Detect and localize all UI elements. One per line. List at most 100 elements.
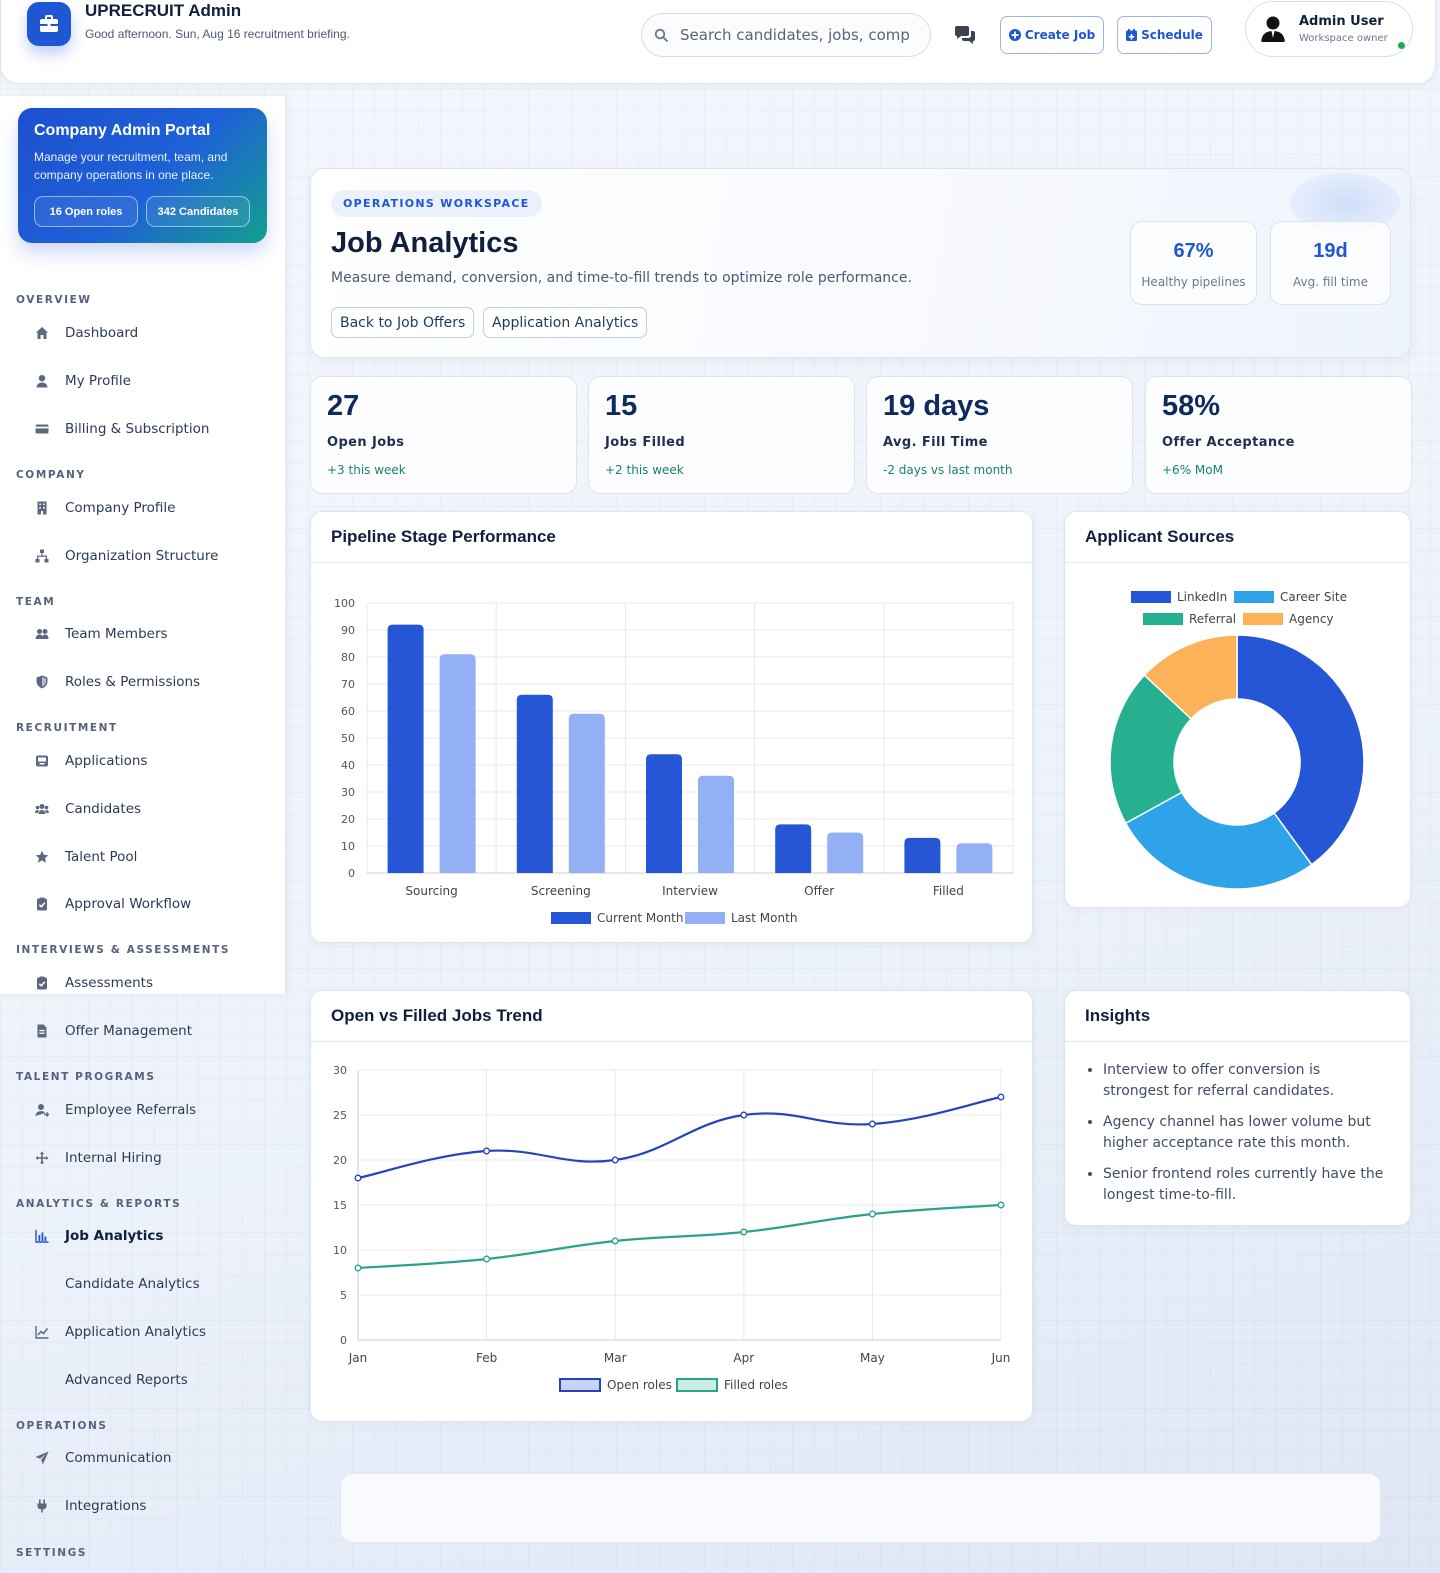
sidebar-item-label: Advanced Reports (65, 1372, 188, 1388)
legend-label: Referral (1189, 612, 1236, 626)
sidebar-item-label: Approval Workflow (65, 896, 192, 912)
search-icon (654, 28, 668, 42)
workspace-tag: OPERATIONS WORKSPACE (331, 190, 542, 217)
bar (956, 843, 993, 873)
series-line (357, 1203, 1002, 1270)
sidebar-item-label: Dashboard (65, 325, 139, 341)
sidebar-item-label: Communication (65, 1450, 172, 1466)
bar (827, 832, 864, 873)
search-input[interactable] (680, 26, 910, 44)
sidebar-item-advanced-reports[interactable]: Advanced Reports (30, 1366, 270, 1394)
x-tick-label: Offer (804, 884, 834, 898)
bar (387, 624, 424, 873)
y-tick-label: 30 (333, 1064, 347, 1077)
y-tick-label: 5 (340, 1289, 347, 1302)
arrows-move-icon (35, 1151, 49, 1165)
donut-slice (1109, 674, 1193, 825)
sidebar-item-company-profile[interactable]: Company Profile (30, 494, 270, 522)
y-tick-label: 50 (341, 732, 355, 745)
credit-card-icon (35, 424, 49, 434)
x-tick-label: Feb (476, 1351, 497, 1365)
sidebar-item-application-analytics[interactable]: Application Analytics (30, 1318, 270, 1346)
sidebar-item-team-members[interactable]: Team Members (30, 620, 270, 648)
kpi-open-jobs: 27 Open Jobs +3 this week (310, 376, 577, 494)
portal-title: Company Admin Portal (34, 122, 211, 139)
healthy-pipelines-stat: 67% Healthy pipelines (1130, 221, 1257, 305)
data-point (868, 1210, 876, 1218)
back-to-job-offers-button[interactable]: Back to Job Offers (331, 307, 475, 338)
nav-section-overview: OVERVIEW (16, 294, 92, 306)
sidebar-item-candidate-analytics[interactable]: Candidate Analytics (30, 1270, 270, 1298)
bar (516, 694, 553, 873)
schedule-button[interactable]: Schedule (1117, 16, 1212, 54)
y-tick-label: 0 (348, 867, 355, 880)
sidebar-item-org-structure[interactable]: Organization Structure (30, 542, 270, 570)
sidebar-item-roles-permissions[interactable]: Roles & Permissions (30, 668, 270, 696)
bar (568, 713, 605, 873)
sidebar-item-communication[interactable]: Communication (30, 1444, 270, 1472)
nav-section-recruitment: RECRUITMENT (16, 722, 118, 734)
sidebar-item-label: Candidates (65, 801, 142, 817)
chat-icon[interactable] (953, 25, 977, 45)
user-menu[interactable]: Admin User Workspace owner (1245, 1, 1413, 57)
legend-label: Last Month (731, 911, 797, 925)
sidebar-item-candidates[interactable]: Candidates (30, 795, 270, 823)
portal-description: Manage your recruitment, team, and compa… (34, 150, 228, 182)
user-group-icon (35, 804, 49, 814)
legend-swatch (1234, 591, 1274, 603)
candidates-chip[interactable]: 342 Candidates (146, 196, 250, 227)
footer-panel (340, 1473, 1381, 1543)
legend-swatch (559, 1378, 601, 1392)
y-tick-label: 10 (341, 840, 355, 853)
sidebar-item-billing[interactable]: Billing & Subscription (30, 415, 270, 443)
sidebar-item-internal-hiring[interactable]: Internal Hiring (30, 1144, 270, 1172)
top-bar: UPRECRUIT Admin Good afternoon. Sun, Aug… (0, 0, 1436, 84)
star-icon (35, 850, 49, 863)
pipeline-card-title: Pipeline Stage Performance (311, 512, 1032, 563)
sidebar-item-label: Offer Management (65, 1023, 193, 1039)
kpi-label: Avg. Fill Time (883, 435, 988, 450)
users-icon (35, 629, 49, 639)
x-tick-label: Filled (933, 884, 964, 898)
kpi-trend: +3 this week (327, 463, 406, 477)
sidebar-item-label: Candidate Analytics (65, 1276, 200, 1292)
y-tick-label: 20 (333, 1154, 347, 1167)
sidebar-item-talent-pool[interactable]: Talent Pool (30, 843, 270, 871)
legend-swatch (685, 912, 725, 924)
plus-circle-icon (1008, 29, 1021, 41)
application-analytics-button[interactable]: Application Analytics (483, 307, 648, 338)
sidebar-item-employee-referrals[interactable]: Employee Referrals (30, 1096, 270, 1124)
plug-icon (37, 1499, 47, 1513)
bar (439, 654, 476, 873)
legend-label: Open roles (607, 1378, 672, 1392)
sidebar-item-approval-workflow[interactable]: Approval Workflow (30, 890, 270, 918)
shield-icon (36, 675, 48, 689)
create-job-button[interactable]: Create Job (1000, 16, 1104, 54)
greeting-text: Good afternoon. Sun, Aug 16 recruitment … (85, 27, 350, 41)
y-tick-label: 20 (341, 813, 355, 826)
open-roles-chip[interactable]: 16 Open roles (34, 196, 138, 227)
kpi-offer-acceptance: 58% Offer Acceptance +6% MoM (1145, 376, 1412, 494)
page-subtitle: Measure demand, conversion, and time-to-… (331, 270, 912, 286)
sidebar-item-applications[interactable]: Applications (30, 747, 270, 775)
sidebar-item-integrations[interactable]: Integrations (30, 1492, 270, 1520)
data-point (740, 1228, 748, 1236)
kpi-value: 27 (327, 390, 360, 422)
portal-card: Company Admin Portal Manage your recruit… (18, 108, 267, 243)
sidebar-item-label: Billing & Subscription (65, 421, 210, 437)
briefcase-logo-icon (27, 2, 71, 46)
search-box[interactable] (641, 13, 931, 57)
create-job-label: Create Job (1024, 28, 1096, 42)
sidebar-item-job-analytics[interactable]: Job Analytics (30, 1222, 270, 1250)
sidebar-item-dashboard[interactable]: Dashboard (30, 319, 270, 347)
user-icon (36, 375, 48, 388)
sidebar-item-label: Internal Hiring (65, 1150, 162, 1166)
y-tick-label: 40 (341, 759, 355, 772)
sources-card: Applicant Sources LinkedIn Career Site Ref… (1064, 511, 1411, 908)
legend-swatch (676, 1378, 718, 1392)
sidebar-item-offer-management[interactable]: Offer Management (30, 1017, 270, 1045)
sidebar-item-my-profile[interactable]: My Profile (30, 367, 270, 395)
sidebar-item-assessments[interactable]: Assessments (30, 969, 270, 997)
data-point (740, 1111, 748, 1119)
y-tick-label: 80 (341, 651, 355, 664)
